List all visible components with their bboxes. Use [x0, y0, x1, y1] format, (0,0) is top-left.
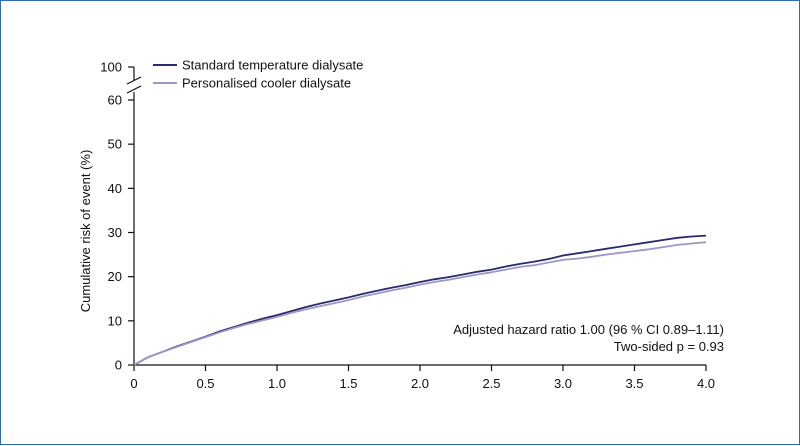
y-axis-title: Cumulative risk of event (%): [78, 150, 93, 313]
y-tick-label-0: 0: [115, 358, 122, 373]
y-tick-label-50: 50: [108, 137, 122, 152]
y-tick-label-30: 30: [108, 225, 122, 240]
y-tick-label-60: 60: [108, 93, 122, 108]
series-line-cooler: [133, 241, 707, 366]
series-lines: [133, 234, 707, 366]
x-tick-label-0.5: 0.5: [196, 376, 214, 391]
y-tick-label-20: 20: [108, 269, 122, 284]
p-value-annotation: Two-sided p = 0.93: [614, 339, 724, 354]
x-tick-label-1.0: 1.0: [268, 376, 286, 391]
x-tick-label-2.5: 2.5: [482, 376, 500, 391]
x-tick-label-3.5: 3.5: [625, 376, 643, 391]
legend-label-standard: Standard temperature dialysate: [182, 58, 363, 73]
axis-break-mark-upper: [126, 76, 142, 85]
legend: Standard temperature dialysate Personali…: [153, 58, 363, 91]
y-tick-label-10: 10: [108, 313, 122, 328]
y-tick-label-100: 100: [100, 60, 122, 75]
x-tick-label-2.0: 2.0: [411, 376, 429, 391]
y-ticks: 0 10 20 30 40 50 60: [108, 93, 134, 373]
x-ticks: 0 0.5 1.0 1.5 2.0 2.5 3.0 3.5 4.0: [130, 365, 715, 391]
x-tick-label-1.5: 1.5: [339, 376, 357, 391]
axis-break-mark-lower: [126, 85, 142, 94]
x-tick-label-0: 0: [130, 376, 137, 391]
y-tick-label-40: 40: [108, 181, 122, 196]
legend-label-cooler: Personalised cooler dialysate: [182, 76, 351, 91]
x-tick-label-4.0: 4.0: [697, 376, 715, 391]
x-tick-label-3.0: 3.0: [554, 376, 572, 391]
hazard-ratio-annotation: Adjusted hazard ratio 1.00 (96 % CI 0.89…: [453, 322, 724, 337]
